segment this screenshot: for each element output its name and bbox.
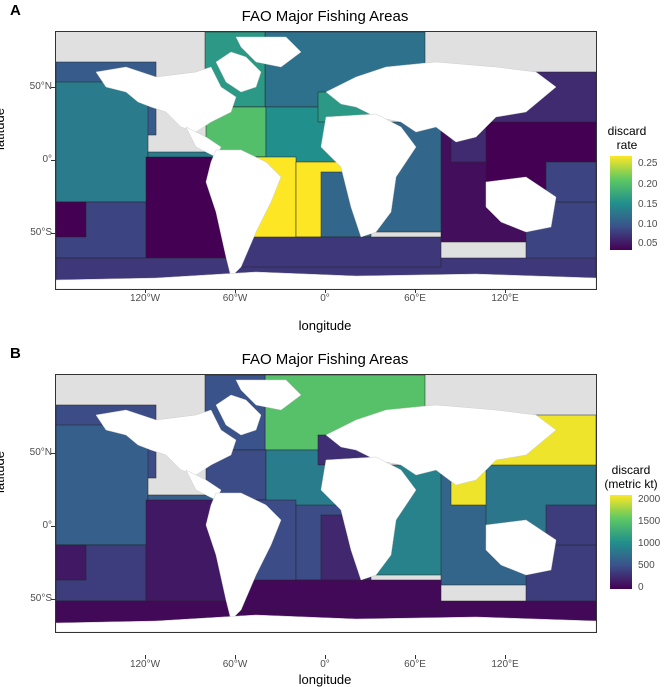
landmass [485,176,557,233]
legend-tick-label: 0.05 [638,238,658,249]
x-tick-label: 0° [320,293,330,304]
landmass [205,492,282,621]
fishing-area-southern-ocean [240,579,442,611]
panel-letter: A [10,2,21,19]
landmass [56,271,596,289]
panel-letter: B [10,345,21,362]
legend-tick-label: 1000 [638,538,661,549]
world-map [56,32,596,289]
map-plot [55,31,597,290]
y-axis-title: latitude [0,108,7,150]
landmass [205,149,282,278]
landmass [235,36,302,68]
landmass [56,614,596,632]
landmass [485,519,557,576]
legend-title-line: discard [607,124,647,138]
legend-colorbar [610,156,632,250]
fishing-area-se-pacific [56,201,87,238]
landmass [320,456,417,581]
fishing-area-e-central-pacific [56,81,149,203]
y-tick-label: 50°S [30,593,52,604]
legend-tick-label: 500 [638,560,655,571]
x-tick-label: 120°W [129,659,161,670]
legend-tick-label: 0 [638,582,644,593]
x-tick-label: 120°E [491,659,519,670]
panel-b: B FAO Major Fishing Areas latitude 50°N … [0,343,665,687]
y-tick-label: 50°N [29,81,52,92]
fishing-area-se-pacific [56,544,87,581]
legend-tick-label: 2000 [638,494,661,505]
map-plot [55,374,597,633]
fishing-area-southern-ocean [240,236,442,268]
legend-title-line: (metric kt) [604,477,658,491]
landmass [95,66,237,133]
landmass [215,51,262,93]
x-tick-label: 60°W [222,293,248,304]
legend-tick-label: 0.10 [638,219,658,230]
world-map [56,375,596,632]
legend-tick-label: 0.20 [638,179,658,190]
fishing-area-sw-pacific [545,161,596,203]
legend-title: discard (metric kt) [596,463,665,491]
y-axis-title: latitude [0,451,7,493]
landmass [95,409,237,476]
x-tick-label: 60°E [404,293,426,304]
legend-title: discard rate [598,124,656,152]
fishing-area-sw-pacific [545,504,596,546]
landmass [215,394,262,436]
x-tick-label: 0° [320,659,330,670]
map-title: FAO Major Fishing Areas [241,351,409,368]
y-tick-label: 50°N [29,447,52,458]
x-tick-label: 120°W [129,293,161,304]
y-tick-label: 0° [42,154,52,165]
legend-tick-label: 1500 [638,516,661,527]
map-title: FAO Major Fishing Areas [241,8,409,25]
legend-tick-label: 0.15 [638,199,658,210]
landmass [320,113,417,238]
legend-tick-label: 0.25 [638,158,658,169]
panel-a: A FAO Major Fishing Areas latitude 50°N … [0,0,665,340]
x-tick-label: 60°W [222,659,248,670]
legend-title-line: rate [616,138,638,152]
landmass [235,379,302,411]
x-tick-label: 120°E [491,293,519,304]
x-tick-label: 60°E [404,659,426,670]
legend-title-line: discard [611,463,651,477]
legend-colorbar [610,495,632,589]
x-axis-title: longitude [298,672,352,687]
fishing-area-e-central-pacific [56,424,149,546]
x-axis-title: longitude [298,318,352,333]
y-tick-label: 0° [42,520,52,531]
y-tick-label: 50°S [30,227,52,238]
